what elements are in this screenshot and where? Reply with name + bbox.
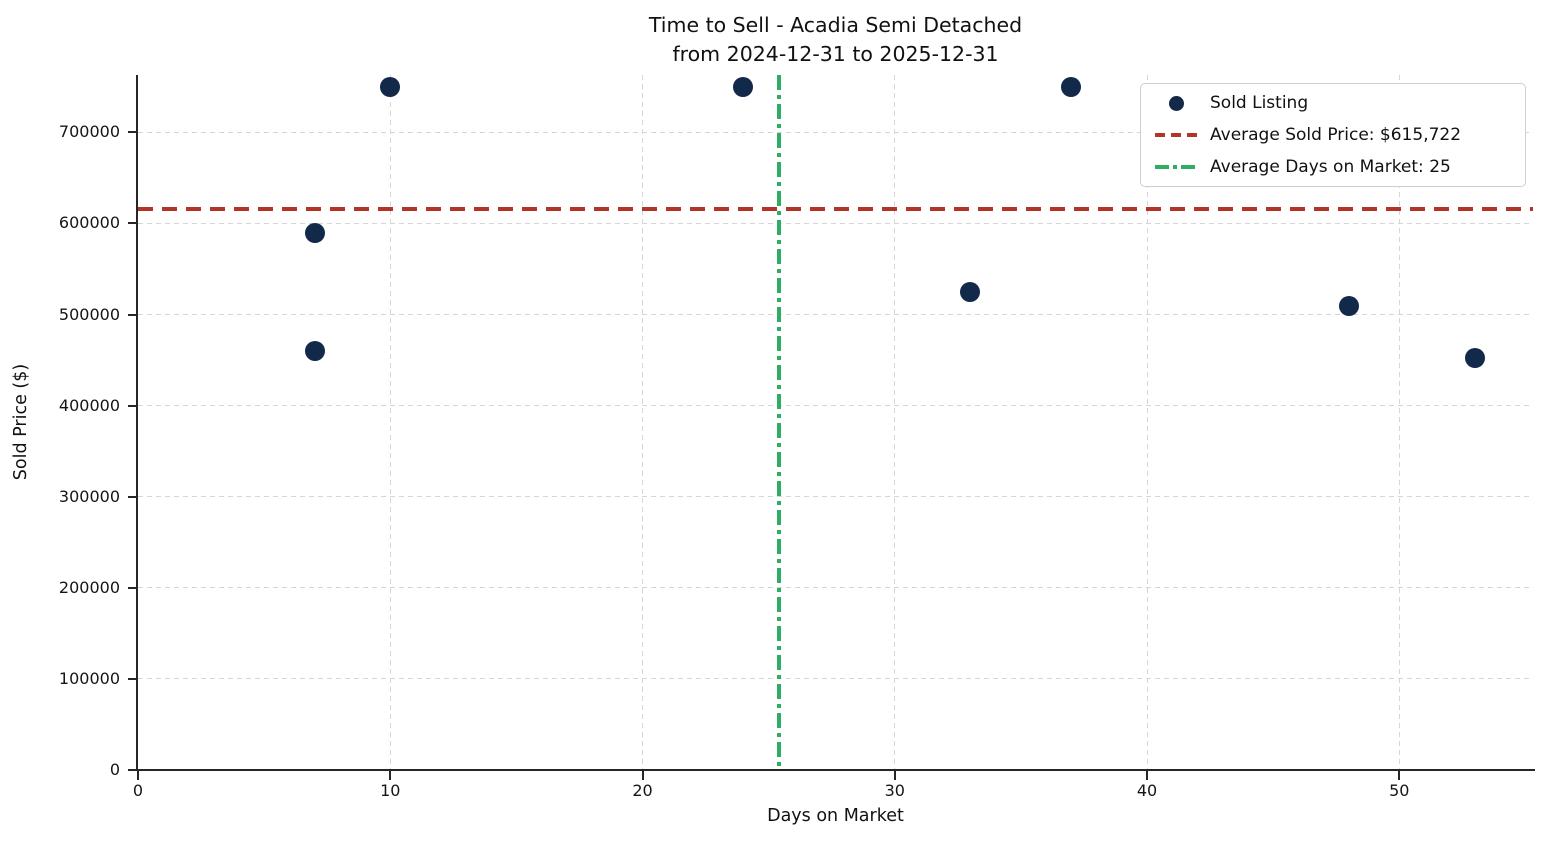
average-sold-price-line (138, 207, 1533, 212)
vertical-gridline (642, 75, 644, 770)
chart-title-line2: from 2024-12-31 to 2025-12-31 (672, 42, 999, 66)
chart-title-line1: Time to Sell - Acadia Semi Detached (648, 13, 1023, 37)
data-point (1464, 348, 1485, 369)
y-axis-tick (128, 586, 137, 589)
y-axis-spine (136, 75, 138, 771)
horizontal-gridline (138, 678, 1533, 680)
data-point (304, 340, 325, 361)
horizontal-gridline (138, 587, 1533, 589)
data-point (960, 281, 981, 302)
x-axis-tick (641, 771, 644, 780)
y-axis-tick-label: 200000 (58, 577, 120, 597)
data-point (380, 76, 401, 97)
x-axis-tick-label: 30 (884, 781, 905, 800)
y-axis-tick (128, 313, 137, 316)
legend-label: Average Days on Market: 25 (1210, 157, 1451, 177)
data-point (304, 222, 325, 243)
data-point (1061, 76, 1082, 97)
x-axis-tick-label: 10 (380, 781, 401, 800)
legend-item-sold-listing: Sold Listing (1155, 93, 1511, 113)
x-axis-tick-label: 50 (1389, 781, 1410, 800)
y-axis-tick-label: 300000 (58, 486, 120, 506)
horizontal-gridline (138, 131, 1533, 133)
x-axis-tick (893, 771, 896, 780)
y-axis-tick (128, 404, 137, 407)
x-axis-tick (389, 771, 392, 780)
vertical-gridline (1398, 75, 1400, 770)
x-axis-tick-label: 40 (1136, 781, 1158, 800)
horizontal-gridline (138, 314, 1533, 316)
legend-item-average-sold-price: Average Sold Price: $615,722 (1155, 125, 1511, 145)
x-axis-tick (137, 771, 139, 780)
x-axis-tick-label: 0 (132, 781, 144, 800)
y-axis-tick-label: 100000 (58, 668, 120, 688)
vertical-gridline (1146, 75, 1148, 770)
y-axis-label: Sold Price ($) (11, 363, 31, 481)
x-axis-tick (1398, 771, 1401, 780)
dashed-line-icon (1155, 133, 1197, 137)
y-axis-tick-label: 400000 (58, 395, 120, 415)
x-axis-label: Days on Market (767, 806, 904, 826)
legend-item-average-days-on-market: Average Days on Market: 25 (1155, 157, 1511, 177)
y-axis-tick-label: 500000 (58, 304, 120, 324)
y-axis-tick-label: 0 (109, 760, 120, 779)
horizontal-gridline (138, 405, 1533, 407)
legend-label: Sold Listing (1210, 93, 1309, 113)
y-axis-tick (128, 677, 137, 680)
vertical-gridline (389, 75, 391, 770)
vertical-gridline (894, 75, 896, 770)
legend: Sold Listing Average Sold Price: $615,72… (1140, 83, 1526, 187)
y-axis-tick (128, 131, 137, 134)
horizontal-gridline (138, 222, 1533, 224)
y-axis-tick (128, 495, 137, 498)
chart-title: Time to Sell - Acadia Semi Detached from… (138, 11, 1533, 69)
average-days-on-market-line (776, 75, 781, 770)
x-axis-tick (1146, 771, 1149, 780)
x-axis-tick-label: 20 (632, 781, 653, 800)
x-axis-spine (136, 769, 1535, 771)
y-axis-tick (128, 222, 137, 225)
dashdot-line-icon (1155, 165, 1197, 169)
legend-label: Average Sold Price: $615,722 (1210, 125, 1462, 145)
y-axis-tick-label: 600000 (58, 213, 120, 233)
y-axis-tick (128, 769, 137, 771)
horizontal-gridline (138, 496, 1533, 498)
dot-icon (1155, 95, 1197, 111)
y-axis-tick-label: 700000 (58, 122, 120, 142)
data-point (733, 76, 754, 97)
data-point (1338, 296, 1359, 317)
